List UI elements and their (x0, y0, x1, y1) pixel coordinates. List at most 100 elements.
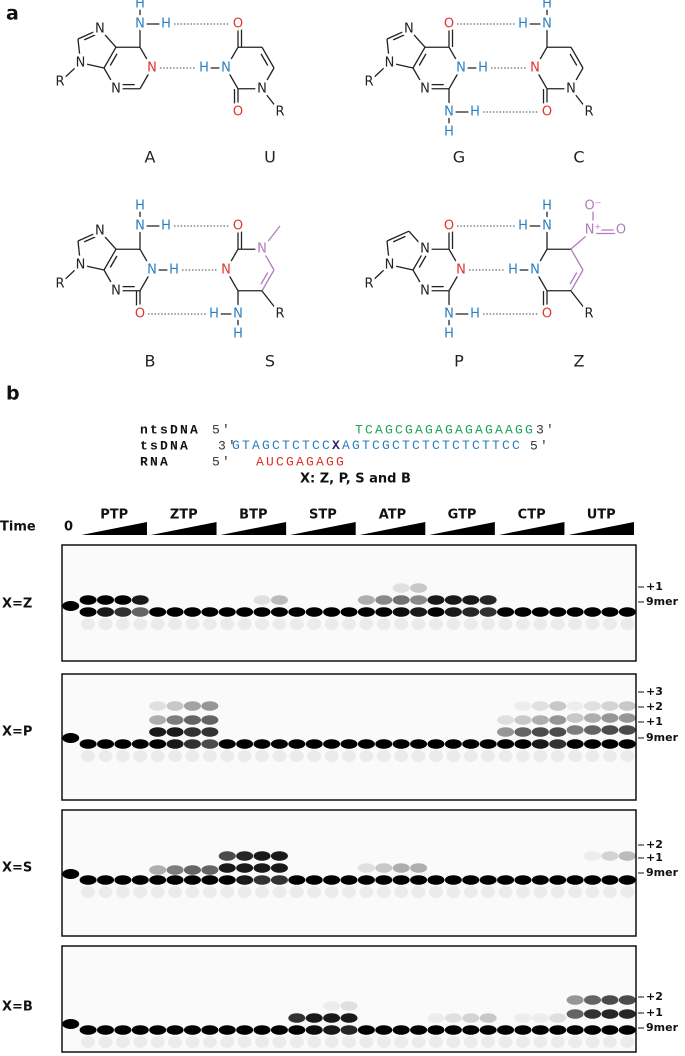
band (514, 875, 532, 885)
group-label: UTP (587, 508, 616, 523)
lane-smear (498, 886, 513, 898)
atom-label: N (542, 219, 552, 234)
bond (570, 229, 594, 250)
band (340, 875, 358, 885)
band (114, 1025, 132, 1035)
band (149, 1025, 167, 1035)
lane-smear (342, 750, 356, 762)
atom-label: H (518, 17, 528, 32)
band (566, 995, 584, 1005)
lane-smear (446, 618, 461, 630)
lane-smear (81, 618, 96, 630)
lane-smear (324, 1036, 339, 1048)
bond (139, 269, 153, 292)
band (531, 607, 549, 617)
lane-smear (220, 886, 235, 898)
lane-smear (168, 750, 183, 762)
band (96, 739, 114, 749)
band (549, 727, 567, 737)
lane-smear (272, 750, 287, 762)
group-label: STP (309, 508, 337, 523)
gel-label: X=S (2, 861, 32, 876)
band (427, 1013, 445, 1023)
band (114, 739, 132, 749)
group-label: ATP (379, 508, 406, 523)
lane-smear (237, 1036, 252, 1048)
band (566, 607, 584, 617)
band (584, 851, 602, 861)
sequence: GTAGCTCTCCXAGTCGCTCTCTCTCTTCC (232, 438, 522, 453)
bond (261, 290, 281, 315)
bond (103, 248, 117, 271)
lane-smear (185, 750, 200, 762)
lane-smear (550, 618, 565, 630)
band (201, 865, 219, 875)
atom-label: H (161, 219, 171, 234)
band (444, 739, 462, 749)
sequence-part: GTAGCTCTCC (232, 438, 332, 453)
band (531, 739, 549, 749)
band (444, 607, 462, 617)
lane-smear (585, 886, 600, 898)
band (584, 701, 602, 711)
lane-smear (98, 886, 113, 898)
atom-label: H (518, 219, 528, 234)
band (479, 607, 497, 617)
band (62, 1019, 80, 1029)
band (410, 863, 428, 873)
band (236, 863, 254, 873)
lane-smear (428, 618, 443, 630)
atom-label: N (444, 105, 454, 120)
gel-lanes (62, 995, 636, 1048)
lane-smear (568, 1036, 583, 1048)
time-label: Time (0, 520, 36, 535)
band (479, 1025, 497, 1035)
band (410, 875, 428, 885)
lane-smear (289, 618, 304, 630)
band (114, 875, 132, 885)
band (601, 1025, 619, 1035)
band (462, 1013, 480, 1023)
band (270, 863, 288, 873)
strand-end: 3′ (218, 438, 238, 453)
band (166, 865, 184, 875)
lane-smear (307, 1036, 322, 1048)
band (427, 607, 445, 617)
band (375, 1025, 393, 1035)
lane-smear (324, 886, 339, 898)
atom-label: H (161, 17, 171, 32)
lane-smear (150, 618, 165, 630)
band (410, 583, 428, 593)
band (392, 583, 410, 593)
band (149, 715, 167, 725)
band (618, 851, 636, 861)
band (131, 595, 149, 605)
band (96, 1025, 114, 1035)
band (601, 607, 619, 617)
double-bond (392, 33, 406, 41)
sequence-part: AGTCGCTCTCTCTCTTCC (342, 438, 522, 453)
atom-label: N⁺ (585, 223, 602, 238)
concentration-wedge (150, 522, 217, 535)
band (584, 607, 602, 617)
gel-lanes (62, 851, 636, 898)
lane-smear (481, 750, 496, 762)
lane-smear (272, 618, 287, 630)
band (584, 995, 602, 1005)
lane-smear (411, 618, 426, 630)
band (218, 1025, 236, 1035)
atom-label: R (55, 277, 64, 292)
bond (225, 269, 239, 292)
band (514, 739, 532, 749)
band (549, 1025, 567, 1035)
atom-label: O (233, 17, 243, 32)
lane-smear (307, 750, 322, 762)
lane-smear (202, 618, 217, 630)
lane-smear (98, 750, 113, 762)
atom-label: N (456, 263, 466, 278)
band (392, 739, 410, 749)
lane-smear (533, 1036, 548, 1048)
atom-label: N (385, 55, 395, 70)
bond (368, 264, 390, 285)
